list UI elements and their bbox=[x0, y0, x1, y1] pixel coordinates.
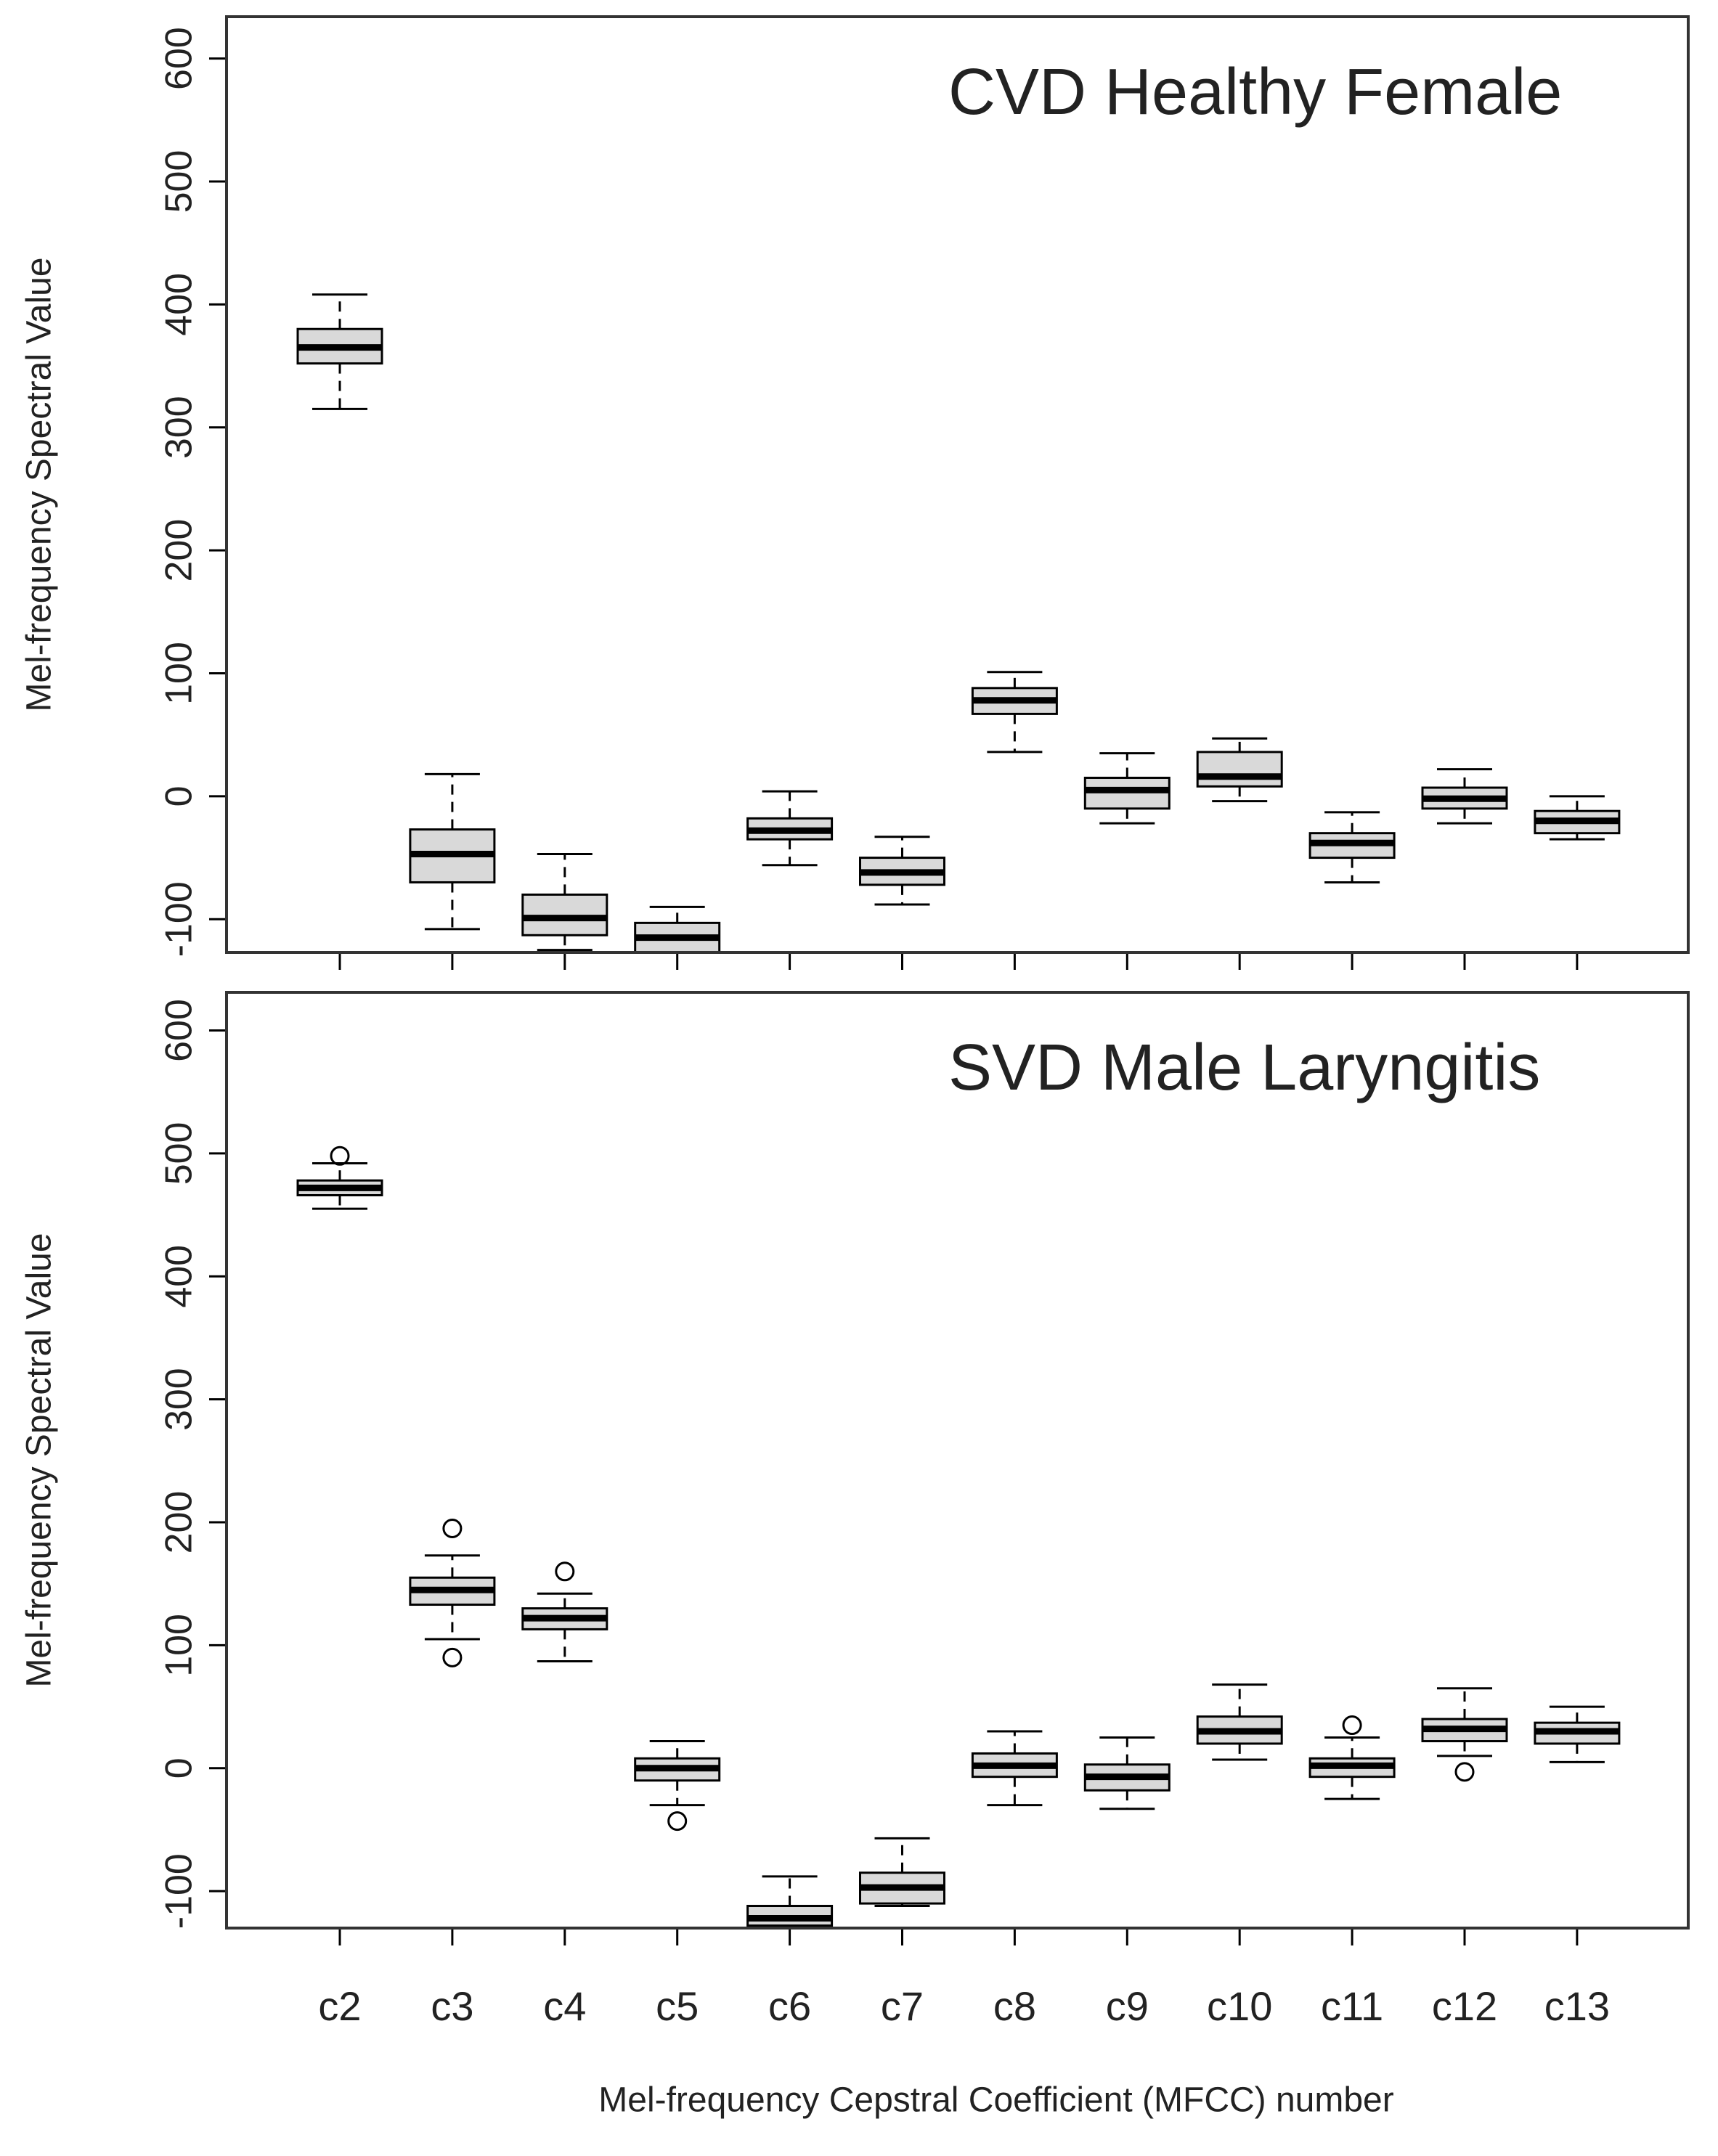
y-tick-label: 300 bbox=[158, 396, 200, 459]
y-tick-label: 0 bbox=[158, 1757, 200, 1779]
y-tick-label: 0 bbox=[158, 785, 200, 807]
x-tick-label: c12 bbox=[1432, 1983, 1497, 2029]
x-axis-title: Mel-frequency Cepstral Coefficient (MFCC… bbox=[598, 2081, 1393, 2120]
y-tick-label: 400 bbox=[158, 1245, 200, 1308]
y-tick-label: 100 bbox=[158, 1614, 200, 1677]
box bbox=[1196, 751, 1283, 788]
y-axis-title: Mel-frequency Spectral Value bbox=[20, 1233, 59, 1687]
x-tick-label: c7 bbox=[881, 1983, 924, 2029]
y-tick-label: 600 bbox=[158, 999, 200, 1062]
y-tick-label: 500 bbox=[158, 1122, 200, 1185]
y-tick-label: 600 bbox=[158, 27, 200, 90]
outlier bbox=[442, 1647, 463, 1667]
x-tick-label: c13 bbox=[1544, 1983, 1610, 2029]
plot-frame bbox=[225, 991, 1690, 1930]
outlier bbox=[1454, 1762, 1475, 1782]
y-tick-label: 100 bbox=[158, 642, 200, 705]
y-tick-label: 400 bbox=[158, 273, 200, 336]
x-tick-label: c9 bbox=[1106, 1983, 1149, 2029]
plot-frame bbox=[225, 15, 1690, 954]
plot-area bbox=[296, 293, 1621, 952]
y-tick-label: 500 bbox=[158, 150, 200, 213]
chart-title: CVD Healthy Female bbox=[948, 56, 1562, 128]
y-tick-label: 200 bbox=[158, 519, 200, 582]
x-tick-label: c10 bbox=[1207, 1983, 1272, 2029]
x-tick-label: c11 bbox=[1321, 1983, 1383, 2029]
outlier bbox=[1342, 1715, 1362, 1736]
x-tick-label: c4 bbox=[543, 1983, 586, 2029]
plot-area bbox=[296, 1146, 1621, 1928]
x-tick-label: c5 bbox=[656, 1983, 699, 2029]
outlier bbox=[555, 1561, 575, 1582]
y-tick-label: 300 bbox=[158, 1368, 200, 1431]
y-tick-label: -100 bbox=[158, 1853, 200, 1929]
y-tick-label: 200 bbox=[158, 1491, 200, 1554]
x-tick-label: c3 bbox=[431, 1983, 473, 2029]
x-tick-label: c8 bbox=[993, 1983, 1036, 2029]
y-tick-label: -100 bbox=[158, 881, 200, 957]
outlier bbox=[442, 1519, 463, 1539]
y-axis-title: Mel-frequency Spectral Value bbox=[20, 257, 59, 711]
x-tick-label: c2 bbox=[318, 1983, 361, 2029]
chart-title: SVD Male Laryngitis bbox=[948, 1032, 1540, 1104]
outlier bbox=[330, 1146, 350, 1166]
x-tick-label: c6 bbox=[768, 1983, 811, 2029]
outlier bbox=[667, 1811, 688, 1832]
